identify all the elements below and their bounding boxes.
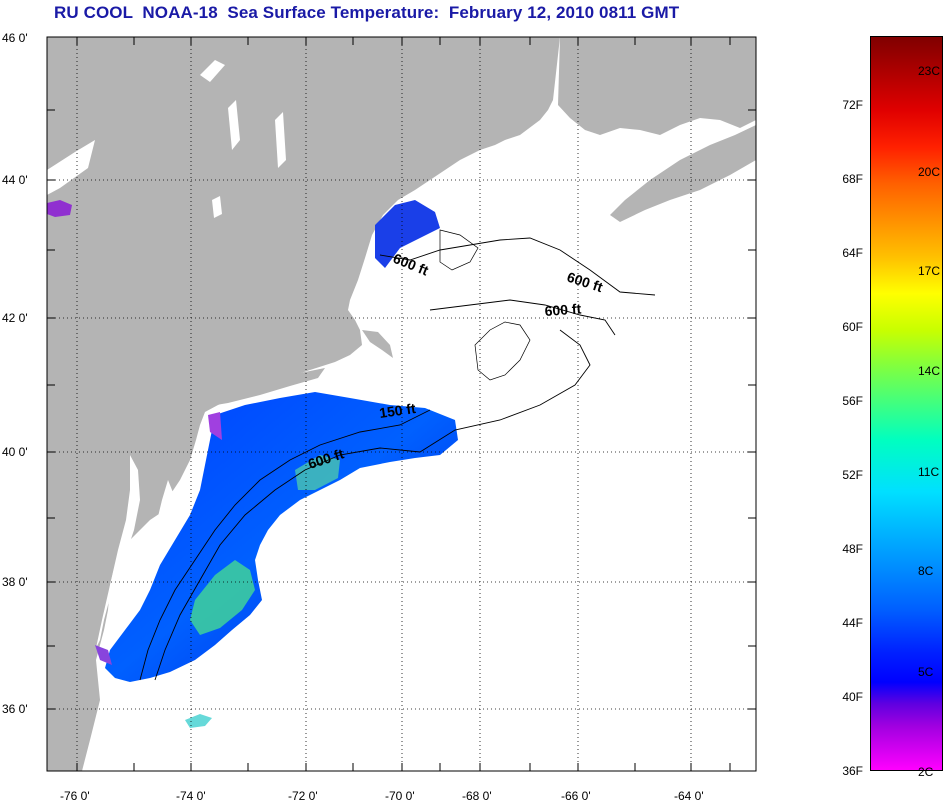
mainland-land xyxy=(47,37,560,771)
lat-label: 44 0' xyxy=(2,173,28,187)
lake-erie xyxy=(47,140,95,195)
sst-lake-ontario xyxy=(47,200,72,217)
lat-label: 36 0' xyxy=(2,702,28,716)
lon-label: -74 0' xyxy=(176,789,206,803)
colorbar-c-label: 11C xyxy=(918,465,940,479)
colorbar-f-label: 72F xyxy=(842,98,863,112)
long-island xyxy=(205,368,325,406)
cape-cod xyxy=(362,330,393,358)
sst-scatter-patch xyxy=(185,714,212,728)
sst-warm-core xyxy=(190,560,255,635)
lake xyxy=(200,60,225,82)
colorbar-f-label: 44F xyxy=(842,616,863,630)
colorbar-c-label: 17C xyxy=(918,264,941,278)
colorbar-c-label: 8C xyxy=(918,564,934,578)
contour-label: 600 ft xyxy=(544,300,582,319)
delaware-bay xyxy=(156,480,176,540)
lat-ticks xyxy=(47,109,756,710)
contour-label: 150 ft xyxy=(378,400,417,421)
lake xyxy=(275,112,286,168)
colorbar-c-label: 20C xyxy=(918,165,941,179)
colorbar-c-label: 23C xyxy=(918,64,941,78)
nova-scotia xyxy=(610,125,756,222)
colorbar-f-label: 36F xyxy=(842,764,863,778)
lon-label: -64 0' xyxy=(674,789,704,803)
page-title: RU COOL NOAA-18 Sea Surface Temperature:… xyxy=(54,3,680,22)
colorbar-f-label: 40F xyxy=(842,690,863,704)
colorbar-f-label: 56F xyxy=(842,394,863,408)
lake xyxy=(228,100,240,150)
lon-label: -76 0' xyxy=(60,789,90,803)
bathymetry-contour xyxy=(429,299,616,336)
lon-label: -68 0' xyxy=(462,789,492,803)
lake xyxy=(212,196,222,218)
chesapeake-bay xyxy=(96,455,140,648)
bathymetry-contour xyxy=(139,409,431,681)
colorbar-c-label: 5C xyxy=(918,665,934,679)
colorbar-f-label: 52F xyxy=(842,468,863,482)
colorbar-c-label: 2C xyxy=(918,765,934,779)
lat-label: 46 0' xyxy=(2,31,28,45)
colorbar-f-label: 64F xyxy=(842,246,863,260)
lat-label: 42 0' xyxy=(2,311,28,325)
colorbar-f-label: 48F xyxy=(842,542,863,556)
bathymetry-contour xyxy=(154,329,591,681)
lat-label: 38 0' xyxy=(2,575,28,589)
lat-label: 40 0' xyxy=(2,445,28,459)
bathymetry-contour xyxy=(379,237,656,296)
bathymetry-contour xyxy=(439,229,479,271)
lon-label: -70 0' xyxy=(385,789,415,803)
canada-land xyxy=(558,37,756,135)
sst-cold-edge xyxy=(208,412,222,440)
sst-cold-edge-2 xyxy=(95,645,112,665)
bathymetry-contour xyxy=(474,321,531,381)
colorbar-f-label: 68F xyxy=(842,172,863,186)
sst-gulf-of-maine xyxy=(375,200,440,268)
temperature-colorbar: 72F 68F 64F 60F 56F 52F 48F 44F 40F 36F xyxy=(842,36,943,778)
lon-ticks xyxy=(76,37,731,771)
colorbar-gradient xyxy=(870,36,943,771)
colorbar-c-label: 14C xyxy=(918,364,941,378)
colorbar-f-label: 60F xyxy=(842,320,863,334)
lon-label: -72 0' xyxy=(288,789,318,803)
lon-label: -66 0' xyxy=(561,789,591,803)
